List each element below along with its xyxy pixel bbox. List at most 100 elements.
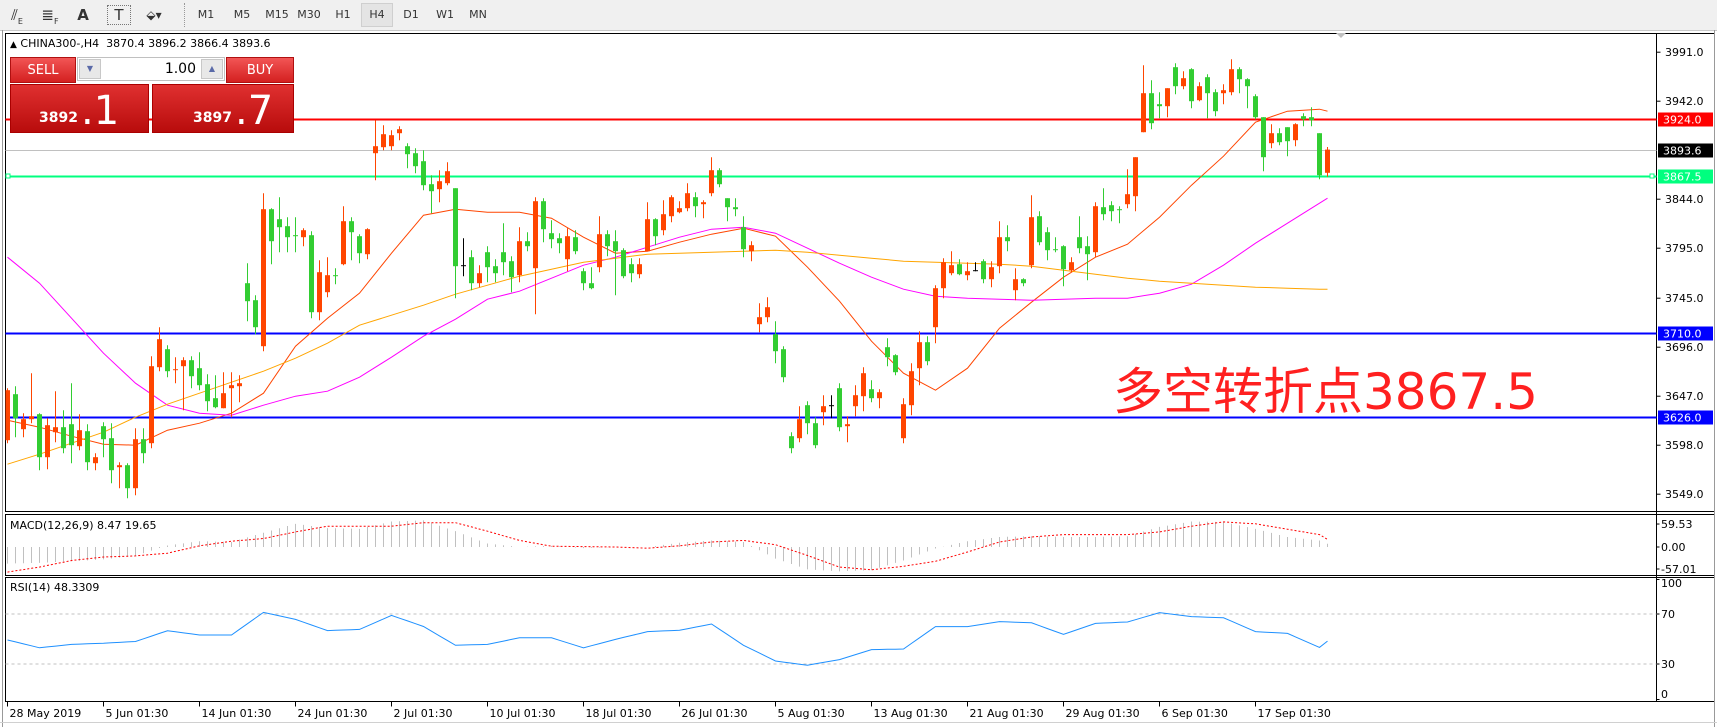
buy-price-fraction: .7 xyxy=(235,88,274,134)
fibonacci-icon[interactable]: ≣F xyxy=(37,4,63,26)
candle-body xyxy=(53,427,58,433)
candle-body xyxy=(1077,237,1082,249)
candle-body xyxy=(1253,96,1258,118)
sell-button[interactable]: SELL xyxy=(10,57,76,83)
candle-body xyxy=(389,135,394,147)
volume-decrease-icon[interactable]: ▼ xyxy=(79,59,101,79)
price-line-label: 3710.0 xyxy=(1663,328,1702,341)
candle xyxy=(741,216,746,258)
timeframe-d1[interactable]: D1 xyxy=(403,8,419,21)
timeframe-w1[interactable]: W1 xyxy=(436,8,454,21)
collapse-triangle-icon[interactable]: ▲ xyxy=(10,40,17,50)
time-tick-label: 21 Aug 01:30 xyxy=(970,707,1044,720)
candle xyxy=(285,217,290,253)
candle xyxy=(1133,157,1138,212)
time-tick-label: 6 Sep 01:30 xyxy=(1162,707,1228,720)
timeframe-h1[interactable]: H1 xyxy=(335,8,351,21)
candle xyxy=(1261,117,1266,172)
candle xyxy=(421,150,426,191)
text-label-icon[interactable]: T xyxy=(107,5,131,25)
candle xyxy=(653,218,658,246)
candle-body xyxy=(685,193,690,209)
candle-body xyxy=(469,257,474,284)
candle xyxy=(341,206,346,266)
time-tick-label: 5 Jun 01:30 xyxy=(106,707,169,720)
candle xyxy=(101,422,106,458)
candle-body xyxy=(1213,92,1218,112)
sell-price[interactable]: 3892 .1 xyxy=(10,84,149,133)
candle-body xyxy=(13,394,18,419)
candle-body xyxy=(277,219,282,228)
candle xyxy=(157,327,162,372)
candle-body xyxy=(789,436,794,449)
line-studies-icon[interactable]: ⫽E xyxy=(4,4,30,26)
time-tick-label: 10 Jul 01:30 xyxy=(490,707,556,720)
candle xyxy=(557,233,562,254)
candle-body xyxy=(877,392,882,399)
time-axis: 28 May 2019 5 Jun 01:30 14 Jun 01:30 24 Jun… xyxy=(7,701,1331,720)
candle xyxy=(301,228,306,247)
candle xyxy=(1317,133,1322,180)
timeframe-mn[interactable]: MN xyxy=(469,8,487,21)
candle-body xyxy=(573,237,578,252)
candle-body xyxy=(37,414,42,458)
candle-body xyxy=(1109,205,1114,212)
candle xyxy=(925,336,930,366)
candle-body xyxy=(1285,127,1290,142)
buy-price-main: 3897 xyxy=(193,110,232,126)
candle-body xyxy=(989,267,994,280)
candle xyxy=(261,193,266,352)
candle xyxy=(445,162,450,186)
time-tick-label: 2 Jul 01:30 xyxy=(394,707,453,720)
volume-input[interactable]: 1.00 xyxy=(164,61,196,77)
candle-body xyxy=(501,252,506,263)
candle-body xyxy=(829,405,834,407)
candle xyxy=(1197,82,1202,102)
text-icon[interactable]: A xyxy=(77,6,89,24)
candle xyxy=(29,373,34,424)
candle xyxy=(1101,188,1106,221)
candle-body xyxy=(69,424,74,446)
timeframe-h4[interactable]: H4 xyxy=(361,3,393,27)
line-handle-icon[interactable] xyxy=(5,173,11,179)
candle-body xyxy=(813,423,818,446)
buy-button[interactable]: BUY xyxy=(226,57,294,83)
candle-body xyxy=(925,342,930,362)
candle xyxy=(77,414,82,451)
candle xyxy=(1285,127,1290,157)
candle xyxy=(605,230,610,257)
candle-body xyxy=(853,395,858,407)
candle-body xyxy=(781,349,786,378)
candle xyxy=(781,346,786,383)
candle xyxy=(1013,268,1018,301)
macd-axis-label: 0.00 xyxy=(1661,541,1686,554)
candle xyxy=(909,363,914,416)
line-handle-icon[interactable] xyxy=(1649,173,1655,179)
chart-header: ▲ CHINA300-,H4 3870.4 3896.2 3866.4 3893… xyxy=(10,37,271,50)
candle-body xyxy=(1061,246,1066,270)
candle-body xyxy=(1261,117,1266,158)
candle-body xyxy=(797,419,802,439)
timeframe-m5[interactable]: M5 xyxy=(233,8,251,21)
timeframe-m30[interactable]: M30 xyxy=(297,8,321,21)
candle xyxy=(965,262,970,281)
chart-shift-marker-icon[interactable] xyxy=(1336,33,1346,38)
candle xyxy=(13,386,18,438)
candle xyxy=(645,202,650,252)
volume-increase-icon[interactable]: ▲ xyxy=(201,59,223,79)
candle xyxy=(1085,236,1090,281)
candle-body xyxy=(677,208,682,213)
timeframe-m15[interactable]: M15 xyxy=(265,8,289,21)
candle xyxy=(1221,84,1226,105)
buy-price[interactable]: 3897 .7 xyxy=(152,84,294,133)
candle xyxy=(21,413,26,438)
price-tick-label: 3844.0 xyxy=(1665,193,1704,206)
timeframe-m1[interactable]: M1 xyxy=(197,8,215,21)
candle xyxy=(221,372,226,409)
candle xyxy=(173,357,178,384)
candle xyxy=(1293,123,1298,147)
candle xyxy=(1213,89,1218,117)
arrows-icon[interactable]: ⬙▾ xyxy=(146,8,162,22)
volume-stepper[interactable]: ▼ 1.00 ▲ xyxy=(77,57,225,81)
